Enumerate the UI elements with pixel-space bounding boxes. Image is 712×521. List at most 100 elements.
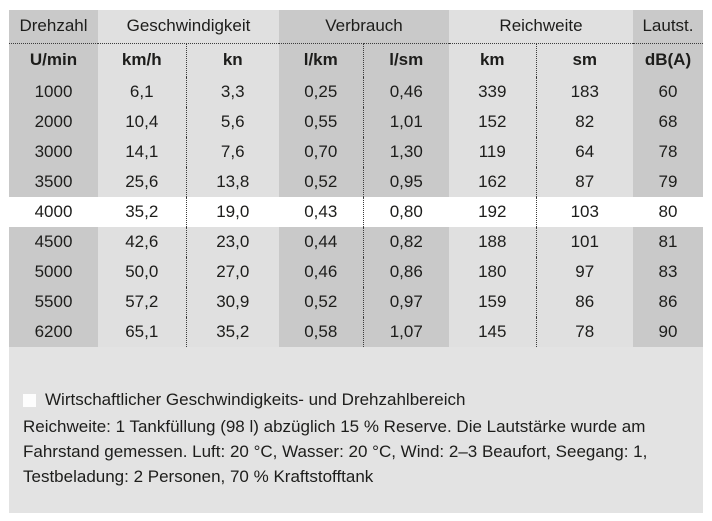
cell: 90: [633, 317, 703, 347]
footnote-line: Testbeladung: 2 Personen, 70 % Kraftstof…: [23, 467, 374, 486]
cell: 80: [633, 197, 703, 227]
cell: 86: [633, 287, 703, 317]
table-row: 1000 6,1 3,3 0,25 0,46 339 183 60: [9, 77, 703, 107]
cell: 5500: [9, 287, 98, 317]
table-row: 4500 42,6 23,0 0,44 0,82 188 101 81: [9, 227, 703, 257]
cell: 65,1: [98, 317, 186, 347]
cell: 0,80: [362, 197, 449, 227]
cell: 1,07: [362, 317, 449, 347]
cell: 25,6: [98, 167, 186, 197]
cell: 78: [633, 137, 703, 167]
cell: 3,3: [185, 77, 279, 107]
cell: 6200: [9, 317, 98, 347]
cell: 145: [449, 317, 536, 347]
cell: 0,97: [362, 287, 449, 317]
footnote-line: Reichweite: 1 Tankfüllung (98 l) abzügli…: [23, 417, 646, 436]
cell: 0,25: [279, 77, 363, 107]
unit-header-u-min: U/min: [9, 43, 98, 77]
cell: 1,01: [362, 107, 449, 137]
cell: 159: [449, 287, 536, 317]
cell: 78: [535, 317, 633, 347]
cell: 10,4: [98, 107, 186, 137]
cell: 79: [633, 167, 703, 197]
cell: 27,0: [185, 257, 279, 287]
table-body: 1000 6,1 3,3 0,25 0,46 339 183 60 2000 10,4 5,6 0,5…: [9, 77, 703, 347]
cell: 119: [449, 137, 536, 167]
table-row: 3500 25,6 13,8 0,52 0,95 162 87 79: [9, 167, 703, 197]
cell: 3000: [9, 137, 98, 167]
cell: 30,9: [185, 287, 279, 317]
cell: 0,52: [279, 167, 363, 197]
group-header-reichweite: Reichweite: [449, 10, 633, 44]
cell: 0,82: [362, 227, 449, 257]
performance-table: Drehzahl Geschwindigkeit Verbrauch Reichwei…: [9, 10, 703, 347]
group-header-verbrauch: Verbrauch: [279, 10, 449, 44]
cell: 60: [633, 77, 703, 107]
cell: 152: [449, 107, 536, 137]
cell: 5,6: [185, 107, 279, 137]
unit-header-l-sm: l/sm: [362, 43, 449, 77]
cell: 87: [535, 167, 633, 197]
cell: 103: [535, 197, 633, 227]
cell: 162: [449, 167, 536, 197]
table-row: 3000 14,1 7,6 0,70 1,30 119 64 78: [9, 137, 703, 167]
cell: 0,55: [279, 107, 363, 137]
cell: 0,46: [362, 77, 449, 107]
cell: 4500: [9, 227, 98, 257]
cell: 68: [633, 107, 703, 137]
cell: 192: [449, 197, 536, 227]
table-row: 2000 10,4 5,6 0,55 1,01 152 82 68: [9, 107, 703, 137]
performance-table-panel: Drehzahl Geschwindigkeit Verbrauch Reichwei…: [9, 10, 703, 513]
cell: 1000: [9, 77, 98, 107]
cell: 0,43: [279, 197, 363, 227]
group-header-drehzahl: Drehzahl: [9, 10, 98, 44]
footnote-line: Fahrstand gemessen. Luft: 20 °C, Wasser:…: [23, 442, 648, 461]
cell: 82: [535, 107, 633, 137]
cell: 64: [535, 137, 633, 167]
cell: 6,1: [98, 77, 186, 107]
cell: 0,44: [279, 227, 363, 257]
economy-range-legend: Wirtschaftlicher Geschwindigkeits- und D…: [23, 390, 465, 410]
group-header-geschwindigkeit: Geschwindigkeit: [98, 10, 279, 44]
table-header: Drehzahl Geschwindigkeit Verbrauch Reichwei…: [9, 10, 703, 77]
unit-header-km: km: [449, 43, 536, 77]
cell: 81: [633, 227, 703, 257]
table-row-highlighted: 4000 35,2 19,0 0,43 0,80 192 103 80: [9, 197, 703, 227]
cell: 339: [449, 77, 536, 107]
unit-header-l-km: l/km: [279, 43, 363, 77]
cell: 0,70: [279, 137, 363, 167]
unit-header-km-h: km/h: [98, 43, 186, 77]
cell: 86: [535, 287, 633, 317]
cell: 3500: [9, 167, 98, 197]
cell: 0,86: [362, 257, 449, 287]
cell: 57,2: [98, 287, 186, 317]
cell: 188: [449, 227, 536, 257]
cell: 5000: [9, 257, 98, 287]
unit-header-kn: kn: [185, 43, 279, 77]
cell: 19,0: [185, 197, 279, 227]
cell: 2000: [9, 107, 98, 137]
economy-range-legend-label: Wirtschaftlicher Geschwindigkeits- und D…: [45, 390, 466, 409]
unit-header-sm: sm: [535, 43, 633, 77]
cell: 0,52: [279, 287, 363, 317]
cell: 101: [535, 227, 633, 257]
cell: 42,6: [98, 227, 186, 257]
table-row: 5000 50,0 27,0 0,46 0,86 180 97 83: [9, 257, 703, 287]
unit-header-db-a: dB(A): [633, 43, 703, 77]
cell: 97: [535, 257, 633, 287]
unit-header-row: U/min km/h kn l/km l/sm km sm dB(A): [9, 43, 703, 77]
cell: 14,1: [98, 137, 186, 167]
cell: 1,30: [362, 137, 449, 167]
cell: 35,2: [98, 197, 186, 227]
cell: 50,0: [98, 257, 186, 287]
cell: 0,46: [279, 257, 363, 287]
cell: 0,95: [362, 167, 449, 197]
cell: 183: [535, 77, 633, 107]
cell: 7,6: [185, 137, 279, 167]
group-header-row: Drehzahl Geschwindigkeit Verbrauch Reichwei…: [9, 10, 703, 44]
cell: 4000: [9, 197, 98, 227]
cell: 13,8: [185, 167, 279, 197]
cell: 180: [449, 257, 536, 287]
group-header-lautst: Lautst.: [633, 10, 703, 44]
table-row: 6200 65,1 35,2 0,58 1,07 145 78 90: [9, 317, 703, 347]
